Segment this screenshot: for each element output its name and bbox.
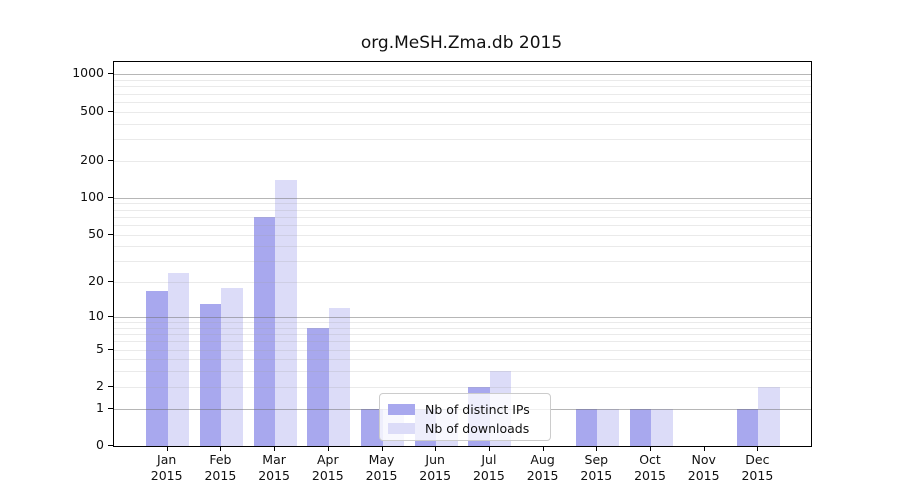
y-tick-label-20: 20 — [88, 273, 104, 289]
legend-label-distinct-ips: Nb of distinct IPs — [425, 401, 530, 417]
bar-mar-distinct-ips — [253, 216, 276, 446]
bar-apr-distinct-ips — [307, 327, 329, 446]
y-tick-mark-20 — [108, 281, 113, 283]
bar-dec-distinct-ips — [736, 408, 759, 446]
legend: Nb of distinct IPs Nb of downloads — [379, 393, 551, 441]
legend-row-downloads: Nb of downloads — [388, 419, 542, 438]
y-tick-mark-200 — [108, 159, 113, 161]
y-tick-label-100: 100 — [80, 188, 104, 204]
y-tick-label-500: 500 — [80, 102, 104, 118]
y-tick-label-200: 200 — [80, 151, 104, 167]
legend-swatch-downloads — [388, 423, 415, 434]
y-tick-label-0: 0 — [96, 437, 104, 452]
bar-apr-downloads — [328, 308, 351, 446]
y-tick-mark-10 — [108, 316, 113, 318]
bar-jan-distinct-ips — [146, 290, 168, 446]
x-tick-mark-nov — [703, 446, 705, 451]
bar-feb-downloads — [221, 287, 243, 446]
y-tick-mark-500 — [108, 110, 113, 112]
x-tick-mark-jul — [488, 446, 490, 451]
y-tick-label-10: 10 — [88, 308, 104, 324]
bar-feb-distinct-ips — [199, 304, 222, 446]
y-tick-mark-5 — [108, 348, 113, 350]
y-tick-label-1000: 1000 — [72, 65, 104, 81]
plot-area: Nb of distinct IPs Nb of downloads — [113, 61, 812, 447]
y-tick-mark-2 — [108, 385, 113, 387]
bar-mar-downloads — [275, 179, 297, 446]
x-tick-mark-feb — [220, 446, 222, 451]
bar-jan-downloads — [167, 272, 190, 446]
x-tick-label-jan: Jan 2015 — [150, 452, 183, 483]
bar-sep-distinct-ips — [575, 408, 598, 446]
bar-may-distinct-ips — [361, 408, 383, 446]
y-tick-label-50: 50 — [88, 225, 104, 241]
legend-swatch-distinct-ips — [388, 404, 415, 415]
x-tick-label-dec: Dec 2015 — [741, 452, 774, 483]
x-tick-label-aug: Aug 2015 — [526, 452, 559, 483]
x-tick-label-nov: Nov 2015 — [687, 452, 720, 483]
bar-oct-downloads — [651, 408, 673, 446]
x-tick-label-jul: Jul 2015 — [472, 452, 505, 483]
x-tick-mark-dec — [757, 446, 759, 451]
x-tick-mark-mar — [274, 446, 276, 451]
legend-label-downloads: Nb of downloads — [425, 420, 530, 436]
x-tick-label-oct: Oct 2015 — [634, 452, 666, 483]
x-tick-mark-jan — [166, 446, 168, 451]
legend-layer: Nb of distinct IPs Nb of downloads — [114, 62, 811, 446]
chart-title: org.MeSH.Zma.db 2015 — [360, 33, 563, 53]
x-tick-mark-sep — [596, 446, 598, 451]
y-tick-mark-1 — [108, 407, 113, 409]
y-tick-label-1: 1 — [96, 399, 104, 415]
y-tick-mark-0 — [108, 445, 113, 446]
x-tick-mark-jun — [435, 446, 437, 451]
x-tick-label-apr: Apr 2015 — [311, 452, 344, 483]
x-tick-mark-may — [381, 446, 383, 451]
y-tick-mark-50 — [108, 233, 113, 235]
x-tick-mark-oct — [650, 446, 651, 451]
bar-oct-distinct-ips — [629, 408, 651, 446]
x-tick-label-may: May 2015 — [365, 452, 398, 483]
x-tick-mark-apr — [327, 446, 329, 451]
x-tick-label-jun: Jun 2015 — [419, 452, 452, 483]
y-tick-label-5: 5 — [96, 340, 104, 356]
x-tick-mark-aug — [542, 446, 544, 451]
legend-row-distinct-ips: Nb of distinct IPs — [388, 400, 542, 419]
y-tick-label-2: 2 — [96, 377, 104, 393]
x-tick-label-sep: Sep 2015 — [580, 452, 613, 483]
y-tick-mark-100 — [108, 196, 113, 198]
x-tick-label-mar: Mar 2015 — [258, 452, 290, 483]
y-tick-mark-1000 — [108, 73, 113, 75]
x-tick-label-feb: Feb 2015 — [204, 452, 237, 483]
bar-sep-downloads — [597, 408, 619, 446]
bar-dec-downloads — [758, 386, 780, 446]
